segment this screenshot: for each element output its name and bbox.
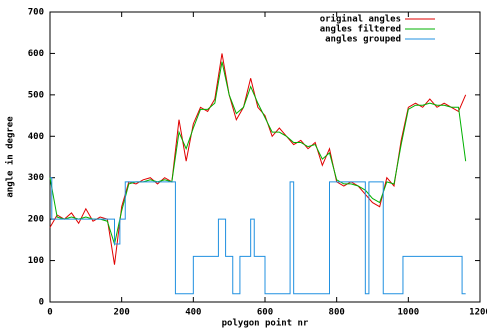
y-tick-label: 200 [28, 215, 44, 225]
legend-label: angles grouped [325, 35, 401, 45]
legend-label: original angles [320, 14, 401, 25]
x-tick-label: 0 [47, 308, 52, 318]
legend-label: angles filtered [320, 24, 401, 35]
x-axis-label: polygon point nr [222, 318, 309, 329]
x-tick-label: 400 [185, 308, 201, 318]
series-line [50, 177, 466, 295]
y-tick-label: 400 [28, 132, 44, 142]
y-tick-label: 0 [39, 298, 44, 308]
y-tick-label: 100 [28, 256, 44, 266]
y-tick-label: 700 [28, 8, 44, 18]
series-line [49, 61, 467, 246]
y-tick-label: 600 [28, 49, 44, 59]
x-tick-label: 800 [329, 308, 345, 318]
x-tick-label: 600 [257, 308, 273, 318]
x-tick-label: 200 [114, 308, 130, 318]
x-tick-label: 1200 [469, 308, 487, 318]
y-axis-label: angle in degree [5, 116, 16, 198]
y-tick-label: 300 [28, 173, 44, 183]
x-tick-label: 1000 [397, 308, 419, 318]
series-line [49, 53, 467, 265]
y-tick-label: 500 [28, 90, 44, 100]
